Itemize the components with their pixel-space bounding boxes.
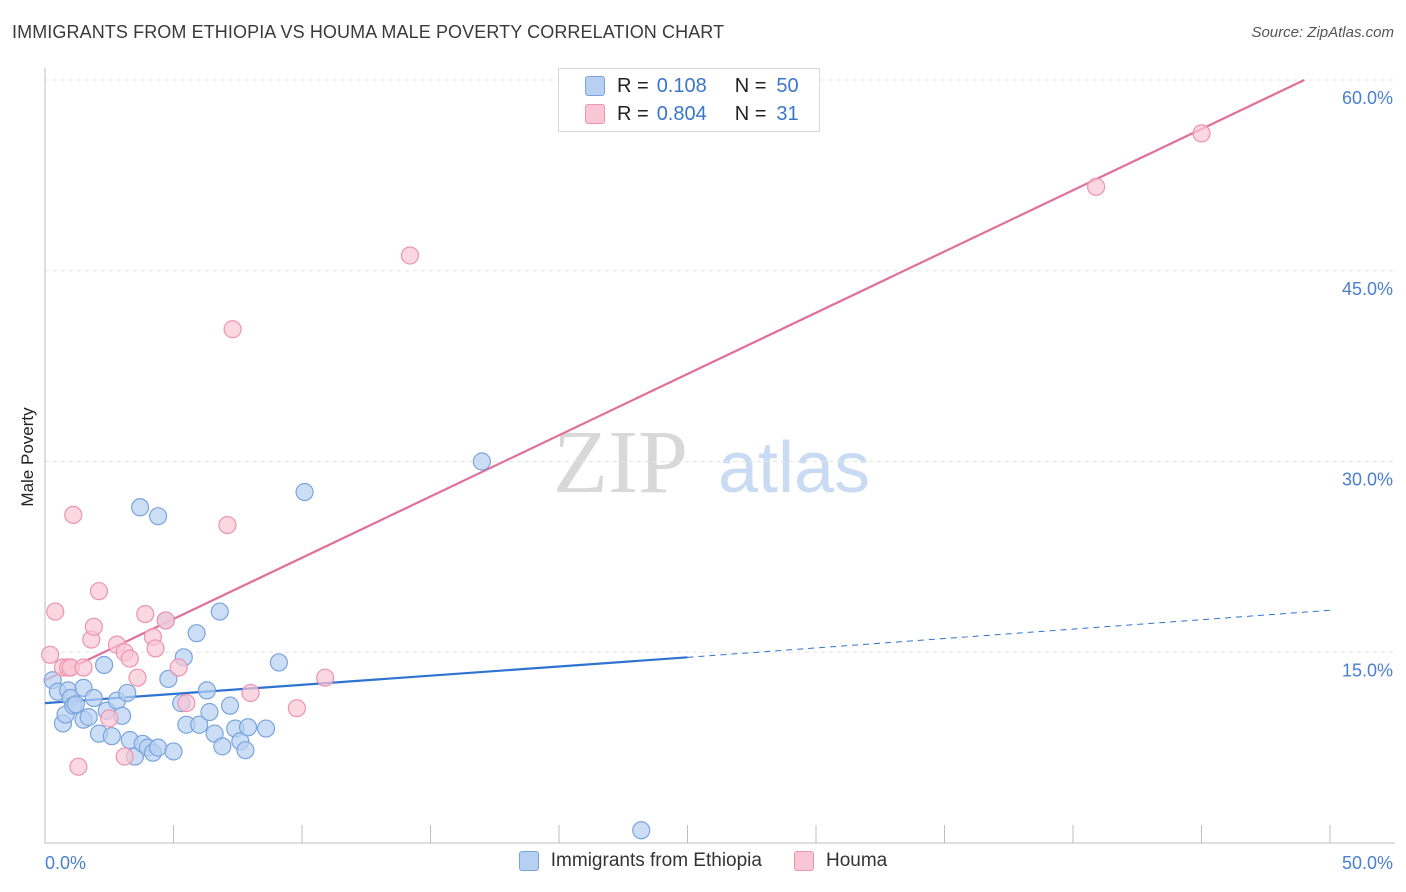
ethiopia-point	[200, 702, 219, 722]
ethiopia-point	[95, 655, 114, 675]
ethiopia-point	[66, 695, 85, 714]
legend-label-houma: Houma	[825, 850, 888, 871]
legend-swatch-blue	[585, 76, 605, 96]
ethiopia-point	[130, 498, 150, 517]
data-points	[41, 124, 1211, 840]
legend-item-ethiopia: Immigrants from Ethiopia	[518, 850, 762, 872]
houma-point	[100, 709, 119, 728]
ethiopia-point	[197, 681, 217, 700]
legend-row-houma: R = 0.804 N = 31	[585, 101, 799, 127]
grid-lines	[45, 79, 1395, 653]
houma-point	[41, 645, 60, 664]
houma-point	[316, 668, 335, 687]
ethiopia-trend-line	[44, 656, 688, 705]
ethiopia-point	[190, 715, 209, 734]
legend-n-value: 50	[776, 74, 799, 97]
houma-point	[115, 747, 134, 766]
ethiopia-point	[148, 507, 168, 526]
houma-point	[177, 694, 196, 713]
ethiopia-point	[256, 719, 276, 738]
houma-point	[46, 602, 65, 621]
y-tick-label: 30.0%	[1342, 470, 1393, 490]
houma-point	[89, 582, 109, 601]
ethiopia-point	[220, 696, 240, 715]
houma-point	[120, 649, 139, 668]
ethiopia-point	[79, 708, 98, 727]
x-tick-label: 0.0%	[45, 853, 86, 873]
legend-swatch-pink	[793, 851, 814, 871]
ethiopia-point	[632, 821, 651, 840]
legend-swatch-pink	[585, 104, 605, 124]
trend-lines	[44, 79, 1331, 705]
houma-point	[128, 668, 147, 687]
legend-swatch-blue	[518, 851, 539, 871]
tick-labels: 15.0% 30.0% 45.0% 60.0% 0.0% 50.0%	[45, 88, 1393, 873]
ethiopia-point	[102, 727, 121, 746]
ethiopia-trend-extension	[687, 609, 1331, 658]
houma-point	[223, 320, 242, 339]
ethiopia-point	[236, 741, 255, 760]
houma-point	[74, 658, 93, 677]
houma-point	[136, 604, 155, 624]
y-tick-label: 60.0%	[1342, 88, 1393, 108]
series-legend: Immigrants from Ethiopia Houma	[0, 850, 1406, 872]
source-label: Source: ZipAtlas.com	[1251, 24, 1394, 41]
houma-trend-line	[44, 79, 1305, 682]
houma-point	[146, 639, 165, 658]
ethiopia-point	[187, 624, 206, 643]
legend-n-label: N =	[734, 102, 767, 125]
ethiopia-point	[472, 452, 491, 471]
axes	[44, 68, 1395, 844]
houma-point	[400, 246, 420, 265]
houma-point	[169, 658, 188, 677]
houma-point	[64, 505, 83, 525]
y-tick-label: 15.0%	[1342, 660, 1393, 680]
watermark-zip: ZIP	[553, 413, 688, 512]
ethiopia-point	[238, 718, 258, 737]
ethiopia-point	[269, 653, 288, 672]
legend-label-ethiopia: Immigrants from Ethiopia	[550, 850, 762, 871]
y-axis-label: Male Poverty	[18, 407, 37, 507]
houma-point	[218, 515, 237, 535]
watermark-atlas: atlas	[718, 428, 870, 508]
houma-point	[1087, 177, 1106, 196]
ethiopia-point	[210, 602, 229, 621]
y-tick-label: 45.0%	[1342, 279, 1393, 299]
ethiopia-point	[213, 737, 232, 756]
ethiopia-point	[159, 669, 178, 689]
houma-point	[287, 699, 306, 718]
ethiopia-point	[295, 482, 314, 502]
ethiopia-point	[84, 688, 103, 708]
legend-r-label: R =	[617, 102, 649, 125]
legend-n-label: N =	[734, 74, 767, 97]
legend-row-ethiopia: R = 0.108 N = 50	[585, 73, 799, 99]
ethiopia-point	[118, 683, 137, 703]
x-tick-label: 50.0%	[1342, 853, 1393, 873]
legend-r-value: 0.108	[656, 74, 707, 97]
ethiopia-point	[164, 742, 183, 761]
houma-point	[69, 757, 88, 776]
correlation-legend: R = 0.108 N = 50 R = 0.804 N = 31	[558, 68, 820, 132]
houma-point	[156, 611, 175, 630]
legend-item-houma: Houma	[793, 850, 888, 872]
legend-r-value: 0.804	[656, 102, 707, 125]
legend-n-value: 31	[776, 102, 799, 125]
houma-point	[241, 683, 260, 703]
ethiopia-point	[148, 738, 168, 757]
chart-title: IMMIGRANTS FROM ETHIOPIA VS HOUMA MALE P…	[12, 22, 725, 42]
houma-point	[1192, 124, 1211, 143]
legend-r-label: R =	[617, 74, 649, 97]
houma-point	[84, 617, 103, 636]
watermark: ZIP atlas	[553, 413, 870, 512]
